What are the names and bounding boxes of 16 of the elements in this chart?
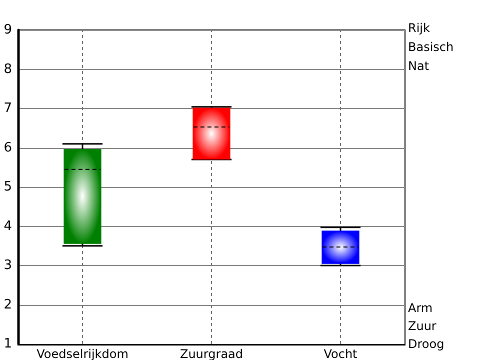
y-tick-label: 1 [4, 336, 12, 352]
text: Rijk [408, 21, 430, 35]
text: Basisch [408, 40, 454, 54]
text: Nat [408, 59, 430, 73]
y-tick-label: 6 [4, 140, 12, 156]
text: Arm [408, 301, 433, 315]
y-tick-label: 9 [4, 22, 12, 38]
text: Zuur [408, 319, 436, 333]
y-tick-label: 4 [4, 218, 12, 234]
x-tick-label: Vocht [324, 347, 358, 360]
y-tick-label: 2 [4, 297, 12, 312]
text: Droog [408, 337, 444, 351]
y-tick-label: 8 [4, 62, 12, 77]
y-tick-label: 5 [4, 180, 12, 194]
y-tick-label: 3 [4, 258, 12, 273]
y-tick-label: 7 [4, 101, 12, 116]
